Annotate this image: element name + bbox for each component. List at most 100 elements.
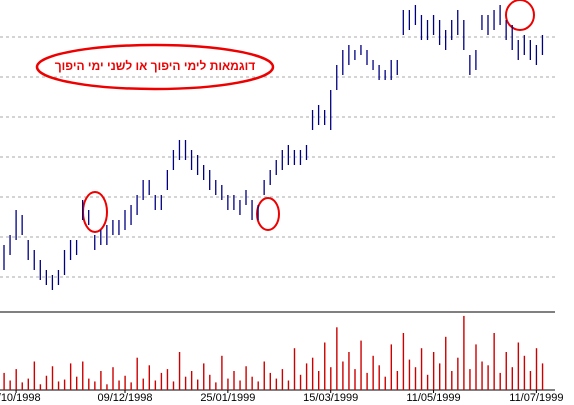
volume-bar — [136, 357, 138, 390]
volume-bar — [475, 344, 477, 390]
volume-bar — [82, 361, 84, 390]
volume-bar — [366, 372, 368, 390]
volume-bar — [118, 380, 120, 390]
volume-bar — [63, 379, 66, 390]
volume-bar — [76, 376, 78, 390]
volume-bar — [293, 348, 296, 390]
x-tick-label: 25/01/1999 — [200, 392, 255, 404]
volume-bar — [535, 348, 538, 390]
highlight-circle — [256, 197, 280, 231]
volume-bar — [112, 367, 114, 390]
volume-bar — [39, 384, 42, 390]
volume-bar — [239, 380, 241, 390]
volume-bar — [3, 372, 5, 390]
volume-bar — [445, 336, 447, 390]
volume-bar — [469, 369, 471, 390]
annotation: דוגמאות לימי היפוך או לשני ימי היפוך — [55, 59, 256, 73]
x-tick-label: 6/10/1998 — [0, 392, 41, 404]
volume-bar — [69, 363, 72, 390]
volume-bar — [384, 376, 386, 390]
volume-bar — [499, 372, 501, 390]
volume-bar — [426, 374, 429, 390]
volume-bar — [318, 371, 320, 390]
volume-bar — [457, 357, 459, 390]
volume-bar — [178, 352, 181, 390]
volume-bar — [330, 367, 332, 390]
volume-bar — [269, 372, 271, 390]
volume-bar — [396, 371, 399, 390]
volume-bar — [311, 357, 314, 390]
volume-bar — [148, 365, 150, 390]
volume-bar — [505, 352, 507, 390]
volume-bar — [299, 374, 302, 390]
volume-bar — [130, 382, 132, 390]
volume-bar — [439, 363, 441, 390]
volume-bar — [57, 381, 60, 390]
annotation-ellipse — [35, 43, 275, 91]
highlight-circle — [82, 191, 108, 233]
volume-bar — [88, 378, 90, 390]
grid — [0, 36, 555, 278]
volume-bar — [281, 369, 284, 390]
x-tick-label: 11/07/1999 — [509, 392, 563, 404]
volume-bar — [221, 355, 223, 390]
volume-bar — [172, 381, 175, 390]
volume-bar — [354, 369, 356, 390]
volume-bar — [408, 359, 411, 390]
volume-bar — [463, 315, 465, 390]
volume-bar — [378, 365, 380, 390]
volume-bar — [106, 384, 108, 390]
volume-bar — [451, 371, 453, 390]
volume-bar — [432, 352, 435, 390]
volume-bar — [203, 363, 205, 390]
volume-bar — [197, 379, 199, 390]
volume-bar — [21, 382, 23, 390]
volume-bar — [348, 352, 350, 390]
volume-bar — [541, 363, 544, 390]
highlight-circle — [505, 0, 535, 31]
volume-bar — [487, 365, 489, 390]
volume-bar — [511, 367, 513, 390]
volume-bar — [209, 374, 211, 390]
volume-bar — [402, 333, 405, 390]
volume-bar — [33, 361, 36, 390]
volume-bar — [263, 361, 265, 390]
volume-bar — [124, 375, 126, 390]
volume-bar — [342, 361, 344, 390]
volume-bar — [324, 342, 326, 390]
volume-bar — [142, 378, 144, 390]
volume-bar — [414, 367, 417, 390]
volume-bar — [100, 371, 102, 390]
volume-bar — [166, 369, 169, 390]
volume-bar — [184, 376, 187, 390]
volume-bar — [45, 375, 48, 390]
volume-bar — [390, 344, 392, 390]
volume-bar — [493, 333, 495, 390]
volume-bar — [15, 369, 17, 390]
volume-bar — [94, 381, 96, 390]
volume-bar — [523, 355, 526, 390]
volume-bar — [481, 361, 483, 390]
volume-bar — [9, 380, 11, 390]
x-tick-label: 15/03/1999 — [303, 392, 358, 404]
volume-bar — [154, 380, 157, 390]
volume-bar — [257, 381, 259, 390]
x-tick-label: 09/12/1998 — [97, 392, 152, 404]
volume-bar — [51, 366, 54, 390]
volume-bar — [215, 382, 217, 390]
volume-bar — [420, 348, 423, 390]
volume-bar — [245, 366, 247, 390]
volume-bar — [251, 376, 253, 390]
volume-bar — [233, 371, 235, 390]
volume-bar — [275, 378, 278, 390]
volume-bar — [529, 371, 532, 390]
volume-bar — [305, 363, 308, 390]
volume-bar — [160, 372, 163, 390]
volume-bar — [517, 342, 520, 390]
volume-bar — [227, 378, 229, 390]
volume-bar — [336, 327, 338, 390]
volume-bar — [372, 355, 374, 390]
volume-bar — [190, 371, 193, 390]
volume-bar — [360, 340, 362, 390]
